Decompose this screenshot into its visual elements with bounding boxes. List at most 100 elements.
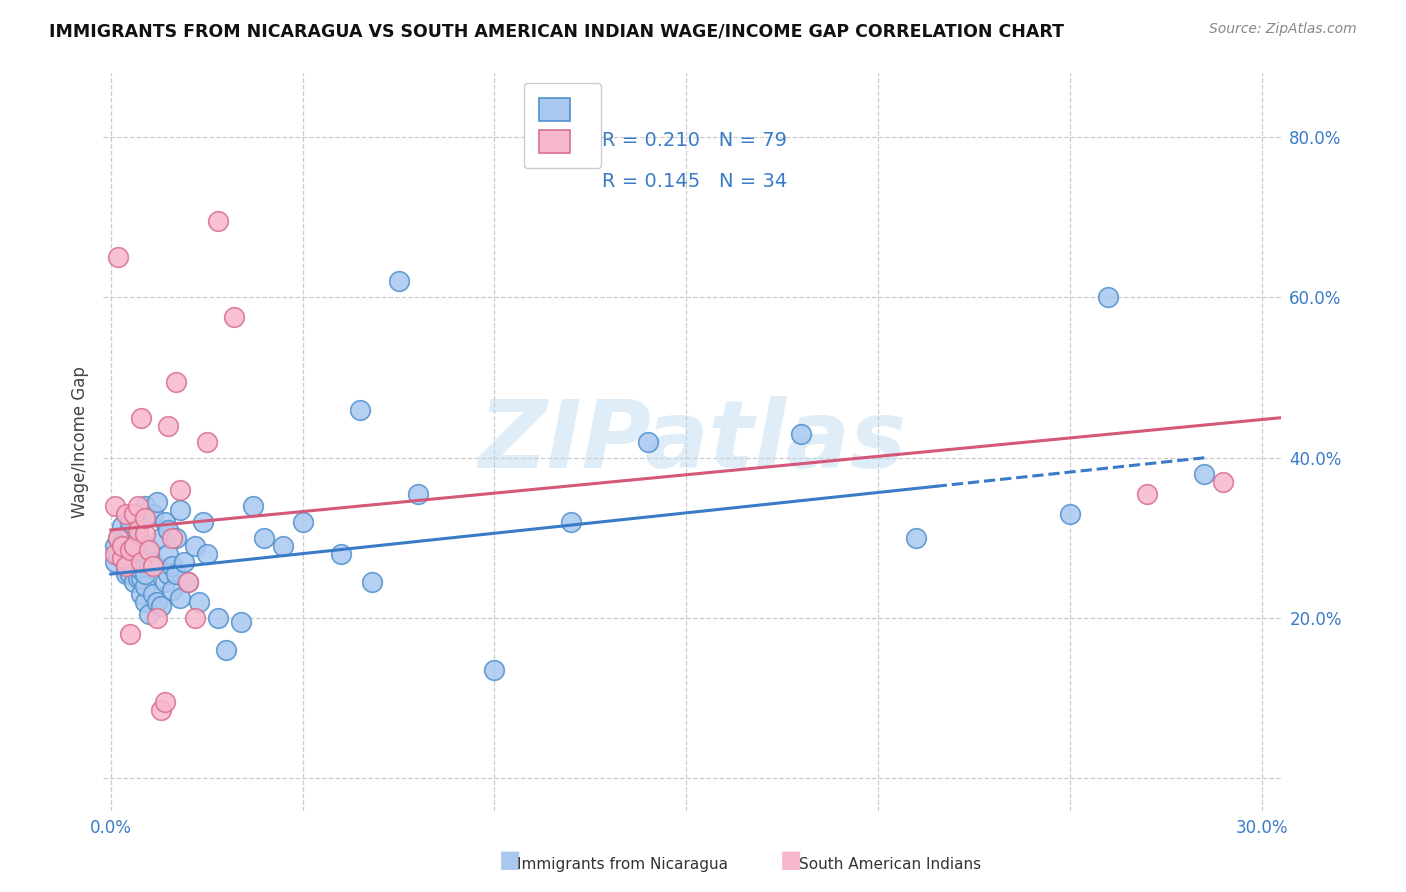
Point: [207, 214, 229, 228]
Point: [138, 555, 160, 569]
Point: [115, 547, 138, 561]
Point: [176, 575, 198, 590]
Y-axis label: Wage/Income Gap: Wage/Income Gap: [72, 366, 89, 517]
Point: [115, 559, 138, 574]
Point: [134, 511, 156, 525]
Text: ZIPatlas: ZIPatlas: [478, 396, 905, 488]
Point: [122, 507, 145, 521]
Point: [169, 503, 191, 517]
Point: [153, 515, 176, 529]
Point: [131, 563, 153, 577]
Point: [387, 274, 409, 288]
Point: [790, 426, 813, 441]
Point: [127, 571, 149, 585]
Point: [273, 539, 295, 553]
Point: [115, 563, 138, 577]
Point: [138, 543, 160, 558]
Point: [134, 579, 156, 593]
Point: [184, 611, 207, 625]
Point: [157, 567, 180, 582]
Point: [107, 251, 129, 265]
Point: [107, 531, 129, 545]
Point: [195, 547, 218, 561]
Point: [191, 515, 214, 529]
Point: [115, 507, 138, 521]
Point: [157, 418, 180, 433]
Point: [1212, 475, 1234, 489]
Point: [111, 539, 134, 553]
Point: [160, 559, 183, 574]
Point: [157, 547, 180, 561]
Point: [122, 559, 145, 574]
Point: [127, 535, 149, 549]
Point: [131, 571, 153, 585]
Point: [349, 402, 371, 417]
Point: [184, 539, 207, 553]
Point: [104, 547, 127, 561]
Point: [118, 539, 141, 553]
Point: [165, 567, 187, 582]
Point: [134, 527, 156, 541]
Point: [195, 434, 218, 449]
Point: [330, 547, 353, 561]
Point: [160, 531, 183, 545]
Point: [142, 507, 165, 521]
Point: [134, 567, 156, 582]
Point: [131, 535, 153, 549]
Point: [131, 543, 153, 558]
Point: [111, 519, 134, 533]
Point: [153, 575, 176, 590]
Point: [111, 551, 134, 566]
Point: [207, 611, 229, 625]
Point: [131, 555, 153, 569]
Point: [905, 531, 928, 545]
Point: [253, 531, 276, 545]
Point: [153, 695, 176, 709]
Text: R = 0.210   N = 79: R = 0.210 N = 79: [602, 131, 787, 150]
Point: [360, 575, 382, 590]
Point: [134, 499, 156, 513]
Text: Immigrants from Nicaragua: Immigrants from Nicaragua: [517, 857, 728, 872]
Point: [1136, 487, 1159, 501]
Point: [118, 627, 141, 641]
Text: ■: ■: [780, 848, 803, 872]
Point: [222, 310, 245, 325]
Point: [127, 499, 149, 513]
Point: [1097, 290, 1119, 304]
Text: South American Indians: South American Indians: [799, 857, 981, 872]
Point: [134, 595, 156, 609]
Point: [160, 583, 183, 598]
Point: [104, 555, 127, 569]
Text: ■: ■: [499, 848, 522, 872]
Point: [111, 535, 134, 549]
Point: [107, 547, 129, 561]
Point: [127, 547, 149, 561]
Point: [165, 375, 187, 389]
Point: [165, 531, 187, 545]
Text: IMMIGRANTS FROM NICARAGUA VS SOUTH AMERICAN INDIAN WAGE/INCOME GAP CORRELATION C: IMMIGRANTS FROM NICARAGUA VS SOUTH AMERI…: [49, 22, 1064, 40]
Point: [149, 531, 172, 545]
Point: [122, 539, 145, 553]
Point: [242, 499, 264, 513]
Point: [215, 643, 238, 657]
Point: [107, 531, 129, 545]
Point: [118, 543, 141, 558]
Point: [176, 575, 198, 590]
Point: [146, 595, 169, 609]
Point: [484, 663, 506, 677]
Point: [149, 599, 172, 613]
Point: [118, 523, 141, 537]
Point: [169, 483, 191, 497]
Point: [122, 543, 145, 558]
Point: [291, 515, 314, 529]
Point: [188, 595, 211, 609]
Point: [146, 495, 169, 509]
Point: [142, 587, 165, 601]
Point: [127, 555, 149, 569]
Point: [138, 607, 160, 621]
Text: Source: ZipAtlas.com: Source: ZipAtlas.com: [1209, 22, 1357, 37]
Point: [1059, 507, 1081, 521]
Point: [1192, 467, 1215, 481]
Point: [131, 410, 153, 425]
Point: [104, 539, 127, 553]
